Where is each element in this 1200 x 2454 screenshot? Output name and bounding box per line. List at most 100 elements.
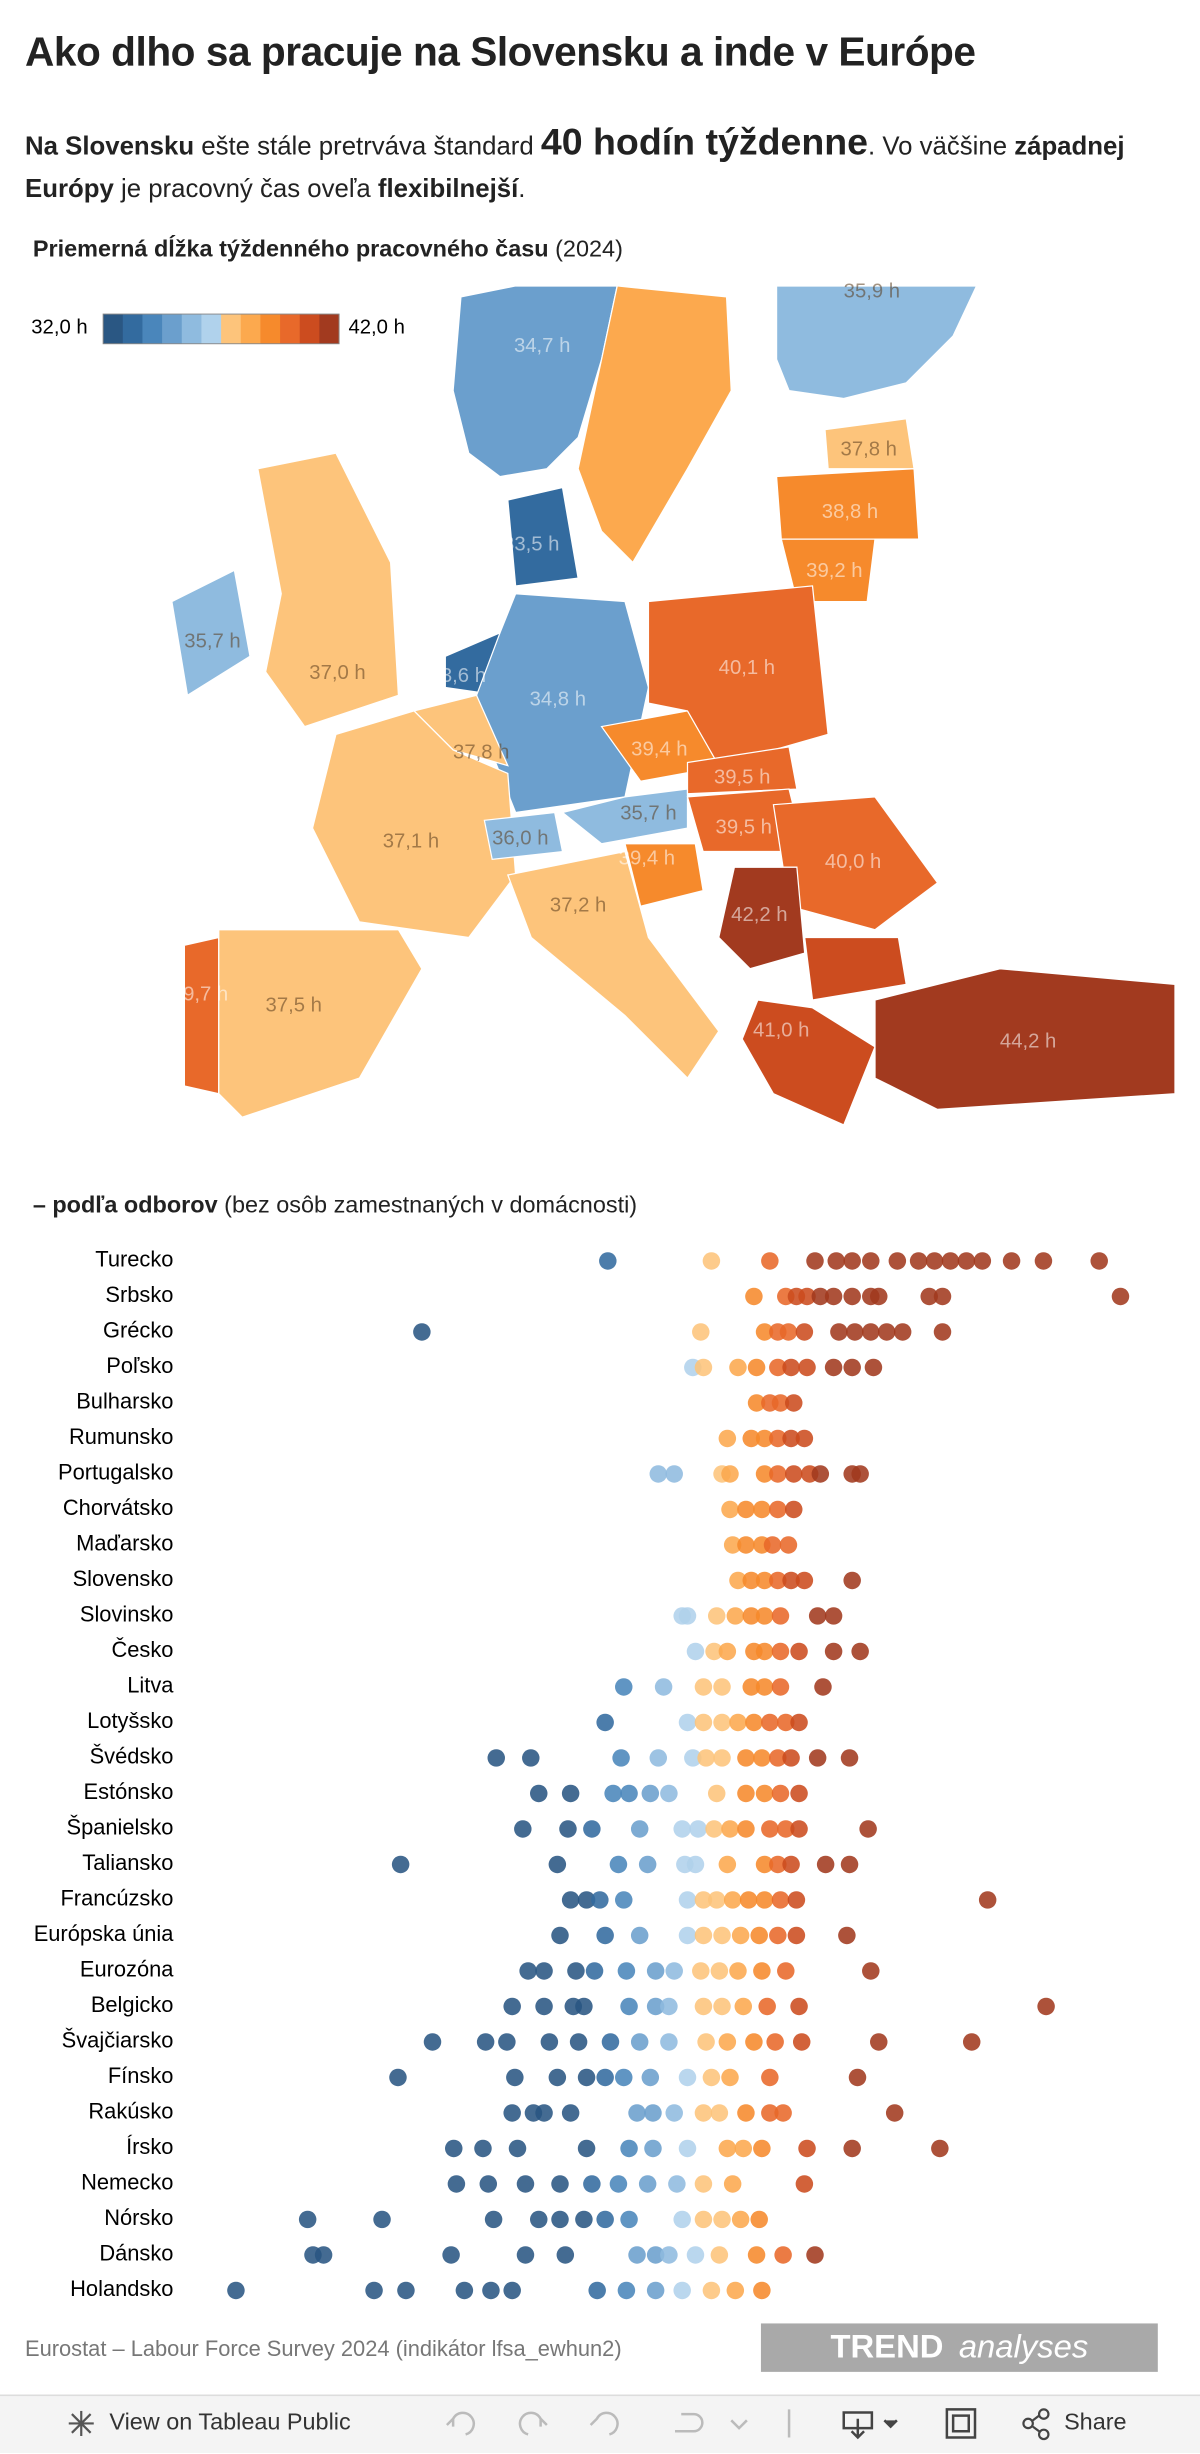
dot	[811, 1465, 830, 1483]
dot	[790, 1713, 808, 1732]
dot	[737, 1784, 755, 1803]
dot	[747, 2246, 766, 2264]
dot	[630, 1926, 649, 1945]
dot	[761, 1713, 779, 1732]
subtitle-part: .	[518, 175, 526, 204]
dot	[596, 2068, 614, 2087]
dot	[588, 2281, 606, 2300]
dot	[660, 1784, 678, 1803]
dot	[617, 1962, 636, 1980]
dot	[506, 2068, 524, 2087]
dot	[707, 1784, 726, 1803]
dot	[660, 2246, 678, 2264]
toolbar-share-label[interactable]: Share	[1064, 2409, 1127, 2435]
dot	[846, 1323, 864, 1341]
dot	[551, 1926, 569, 1945]
map-region	[452, 285, 618, 478]
row-label: Grécko	[103, 1318, 173, 1343]
dot	[962, 2033, 981, 2051]
dot	[673, 2281, 691, 2300]
dot	[843, 2139, 861, 2158]
dot	[755, 1429, 774, 1448]
fullscreen-button[interactable]	[945, 2408, 977, 2439]
dot	[628, 2104, 646, 2122]
dot	[540, 2033, 559, 2051]
dot	[782, 1429, 800, 1448]
dot	[795, 1429, 814, 1448]
dot	[957, 1252, 976, 1270]
subtitle-part: západnej Európy	[25, 132, 1125, 204]
dot	[774, 2246, 792, 2264]
dot	[609, 1855, 628, 1874]
row-label: Nemecko	[81, 2170, 173, 2195]
dot	[782, 1358, 800, 1377]
dot	[678, 1607, 697, 1625]
dot	[925, 1252, 944, 1270]
dot	[444, 2139, 463, 2158]
map-value-label: 40,1 h	[719, 657, 775, 679]
dot	[843, 1571, 861, 1590]
dot	[498, 2033, 516, 2051]
dot	[742, 1607, 760, 1625]
dot	[747, 1358, 766, 1377]
strip-plot: Turecko Srbsko Grécko Poľsko Bulharsko Rumuns…	[34, 1247, 1130, 2301]
dot	[824, 1607, 843, 1625]
dot	[859, 1820, 877, 1838]
map-value-label: 34,7 h	[514, 335, 570, 357]
dot	[516, 2246, 535, 2264]
dot	[686, 2246, 705, 2264]
dot	[742, 1571, 760, 1590]
dot	[726, 1607, 745, 1625]
dot	[777, 1962, 795, 1980]
dot	[723, 2175, 742, 2193]
dot	[630, 1820, 649, 1838]
dot	[482, 2281, 500, 2300]
dot	[769, 1749, 787, 1767]
dot	[718, 1642, 737, 1661]
dot	[692, 1323, 710, 1341]
dot	[769, 1571, 787, 1590]
download-button[interactable]	[842, 2411, 898, 2440]
row-label: Portugalsko	[58, 1460, 173, 1485]
row-label: Poľsko	[106, 1353, 173, 1378]
row-label: Maďarsko	[76, 1531, 173, 1556]
dot	[811, 1287, 830, 1306]
dot	[888, 1252, 907, 1270]
dot	[423, 2033, 442, 2051]
dot	[583, 2175, 601, 2193]
dot	[1034, 1252, 1053, 1270]
dot	[697, 2033, 715, 2051]
dot	[665, 2104, 683, 2122]
logo-brand: TREND	[830, 2327, 943, 2364]
legend-swatch	[221, 314, 242, 344]
dot	[678, 1926, 697, 1945]
dot	[737, 1500, 755, 1519]
dot	[726, 2281, 745, 2300]
dot	[413, 1323, 431, 1341]
dot	[692, 1962, 710, 1980]
dot	[694, 1926, 713, 1945]
row-label: Fínsko	[108, 2063, 174, 2088]
dot	[737, 2104, 755, 2122]
dot	[713, 1678, 731, 1696]
map-region	[171, 569, 251, 697]
dot	[697, 1749, 715, 1767]
dot	[909, 1252, 928, 1270]
toolbar-view-button[interactable]: View on Tableau Public	[68, 2409, 351, 2436]
dot	[840, 1855, 859, 1874]
map-value-label: 38,8 h	[822, 501, 878, 523]
dot	[806, 1252, 824, 1270]
dot	[612, 1749, 630, 1767]
toolbar-view-label[interactable]: View on Tableau Public	[109, 2409, 351, 2435]
dot	[710, 1962, 729, 1980]
map-value-label: 35,9 h	[844, 281, 900, 303]
dot	[731, 2210, 750, 2229]
share-button[interactable]: Share	[1022, 2408, 1127, 2441]
dot	[745, 1713, 763, 1732]
dot	[641, 2068, 660, 2087]
map-value-label: 39,4 h	[619, 848, 675, 870]
dot	[742, 1678, 760, 1696]
row-label: Chorvátsko	[63, 1495, 174, 1520]
dot	[933, 1323, 952, 1341]
